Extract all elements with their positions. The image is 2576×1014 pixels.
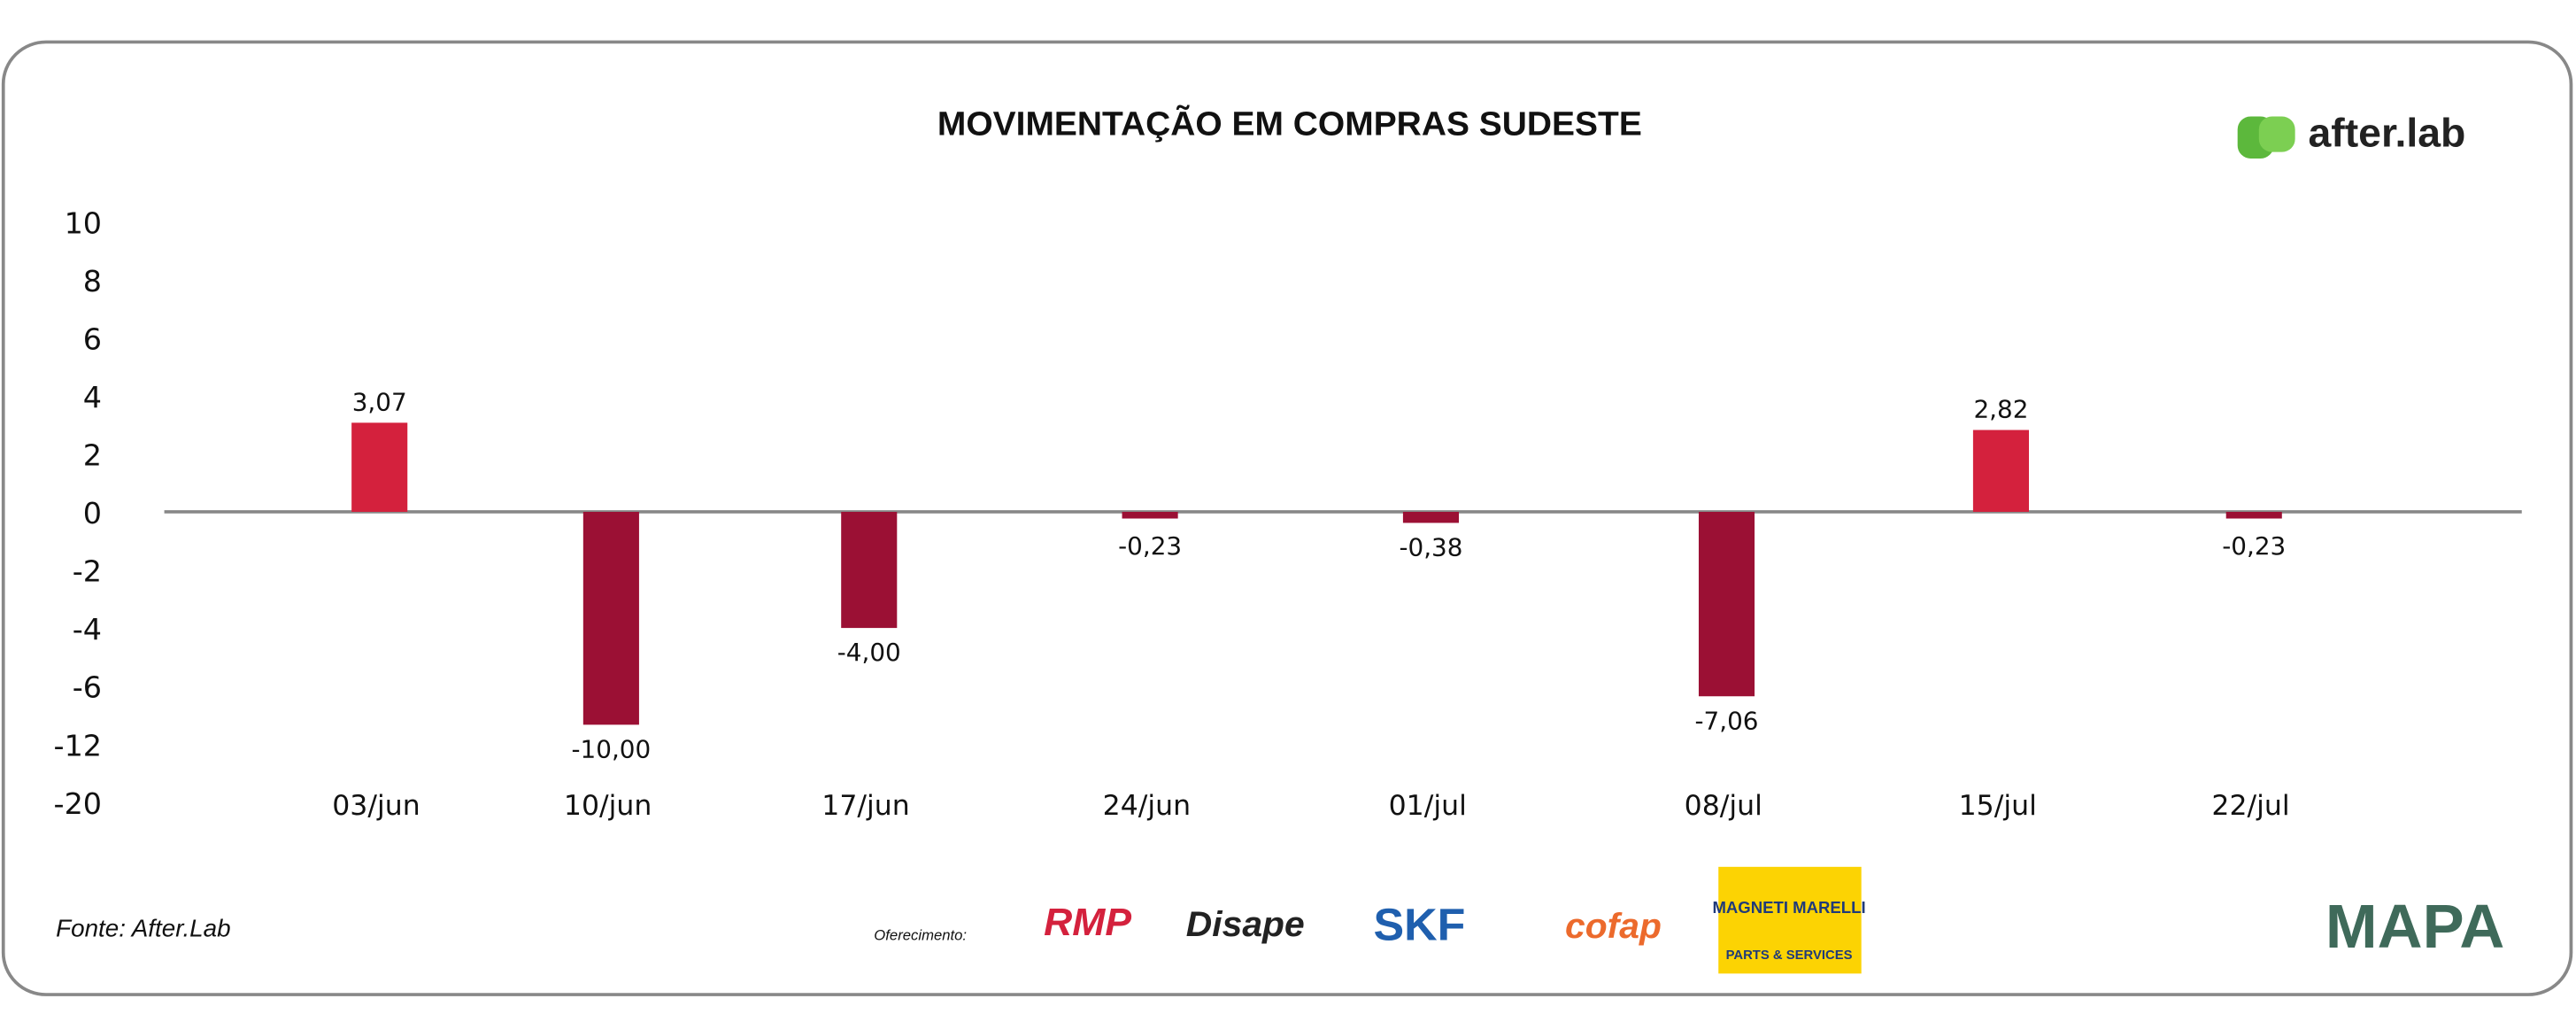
- bar: [1972, 430, 2029, 512]
- value-label: 3,07: [352, 388, 407, 417]
- bar: [1402, 511, 1460, 523]
- y-tick-label: 2: [83, 438, 102, 473]
- chart-title: MOVIMENTAÇÃO EM COMPRAS SUDESTE: [937, 104, 1642, 143]
- source: Fonte: After.Lab: [56, 914, 231, 941]
- sponsor-logo: RMP: [1044, 901, 1131, 944]
- value-label: -0,38: [1399, 533, 1462, 562]
- y-tick-label: -2: [73, 554, 102, 589]
- sponsor-logo: MAGNETI MARELLI: [1712, 898, 1865, 917]
- y-tick-label: -6: [73, 670, 102, 705]
- sponsor-logo: Disape: [1186, 903, 1305, 944]
- bar: [1698, 511, 1755, 697]
- bar: [2225, 511, 2282, 519]
- x-tick-label: 22/jul: [2211, 790, 2289, 822]
- x-tick-label: 17/jun: [821, 790, 909, 822]
- bar: [351, 422, 408, 512]
- sponsor-logo: cofap: [1565, 905, 1662, 946]
- y-tick-label: -4: [73, 612, 102, 646]
- sponsor-logo: SKF: [1374, 899, 1466, 950]
- value-label: -4,00: [837, 638, 901, 667]
- y-tick-label: -20: [54, 786, 103, 821]
- value-label: -0,23: [1118, 531, 1182, 561]
- x-tick-label: 01/jul: [1389, 790, 1467, 822]
- y-tick-label: -12: [54, 729, 103, 763]
- sponsor-logo: PARTS & SERVICES: [1726, 948, 1853, 963]
- x-tick-label: 24/jun: [1103, 790, 1191, 822]
- bar: [582, 511, 639, 725]
- brand-logo: after.lab: [2237, 110, 2465, 159]
- value-label: 2,82: [1973, 395, 2028, 424]
- sponsor-label: Oferecimento:: [874, 927, 967, 944]
- y-tick-label: 6: [83, 322, 102, 357]
- y-tick-label: 10: [65, 206, 102, 241]
- y-tick-label: 8: [83, 264, 102, 298]
- y-tick-label: 4: [83, 380, 102, 414]
- x-tick-label: 08/jul: [1685, 790, 1762, 822]
- value-label: -7,06: [1695, 707, 1759, 736]
- bar: [841, 511, 898, 629]
- x-tick-label: 10/jun: [564, 790, 652, 822]
- bar: [1122, 511, 1178, 519]
- sponsor-box: [1718, 866, 1862, 974]
- y-tick-label: 0: [83, 496, 102, 530]
- footer-logo: MAPA: [2325, 893, 2504, 961]
- value-label: -10,00: [572, 735, 652, 764]
- brand-icon: [2258, 116, 2295, 152]
- x-tick-label: 15/jul: [1959, 790, 2037, 822]
- brand-text: after.lab: [2308, 110, 2465, 156]
- x-tick-label: 03/jun: [332, 790, 420, 822]
- card: [1, 40, 2573, 996]
- value-label: -0,23: [2222, 531, 2286, 561]
